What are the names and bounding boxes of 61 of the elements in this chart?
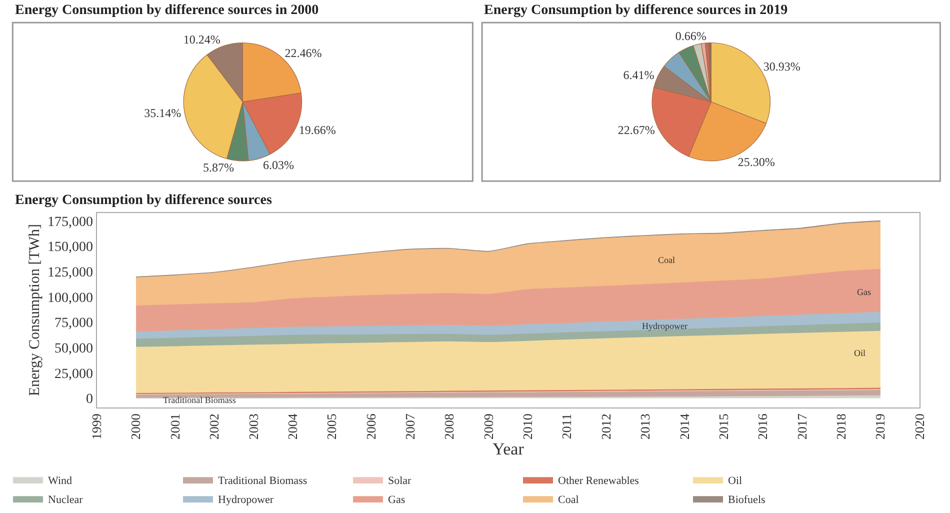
annotation: Traditional Biomass xyxy=(163,395,236,405)
chart-title: Energy Consumption by difference sources in 2019 xyxy=(484,3,788,18)
y-tick-label: 150,000 xyxy=(48,240,94,256)
annotation: Coal xyxy=(658,255,676,265)
legend-label: Hydropower xyxy=(218,494,274,506)
data-label: 22.67% xyxy=(618,122,655,137)
y-tick-label: 125,000 xyxy=(48,265,94,280)
x-tick-label: 2008 xyxy=(442,414,457,440)
legend-label: Wind xyxy=(48,474,72,487)
x-tick-label: 2011 xyxy=(559,414,574,440)
legend-label: Other Renewables xyxy=(558,474,639,487)
x-tick-label: 2006 xyxy=(363,413,378,440)
y-tick-label: 75,000 xyxy=(54,316,94,332)
x-tick-label: 2005 xyxy=(324,414,340,440)
x-tick-label: 2015 xyxy=(716,414,731,440)
x-tick-label: 2016 xyxy=(755,413,770,440)
x-tick-label: 2012 xyxy=(598,414,614,440)
y-tick-label: 50,000 xyxy=(54,342,94,357)
legend-label: Coal xyxy=(558,494,579,506)
x-tick-label: 2004 xyxy=(284,413,300,440)
x-tick-label: 2000 xyxy=(128,414,144,440)
annotation: Hydropower xyxy=(642,321,688,331)
data-label: 30.93% xyxy=(763,59,800,74)
chart-title: Energy Consumption by difference sources in 2000 xyxy=(15,3,319,18)
legend-label: Nuclear xyxy=(48,494,84,506)
x-tick-label: 2003 xyxy=(246,414,261,440)
chart-title: Energy Consumption by difference sources xyxy=(15,193,272,208)
x-tick-label: 2001 xyxy=(167,414,182,440)
legend-label: Solar xyxy=(388,474,412,487)
x-tick-label: 2020 xyxy=(912,414,927,440)
x-tick-label: 2007 xyxy=(402,413,418,440)
data-label: 25.30% xyxy=(738,155,775,170)
x-tick-label: 2014 xyxy=(676,413,692,440)
data-label: 6.41% xyxy=(623,68,654,82)
y-tick-label: 0 xyxy=(86,392,94,408)
data-label: 5.87% xyxy=(203,160,234,175)
x-tick-label: 2017 xyxy=(794,413,810,440)
x-tick-label: 1999 xyxy=(89,414,104,440)
y-tick-label: 100,000 xyxy=(48,290,94,306)
x-tick-label: 2010 xyxy=(520,414,536,440)
data-label: 19.66% xyxy=(298,123,336,138)
x-tick-label: 2013 xyxy=(638,414,653,440)
y-tick-label: 175,000 xyxy=(48,214,94,230)
x-axis-title: Year xyxy=(492,440,524,459)
legend-label: Traditional Biomass xyxy=(218,474,308,487)
x-tick-label: 2009 xyxy=(480,414,496,440)
y-tick-label: 25,000 xyxy=(54,366,94,382)
legend-label: Biofuels xyxy=(728,494,766,506)
data-label: 0.66% xyxy=(675,28,706,43)
x-tick-label: 2018 xyxy=(833,414,848,440)
legend-label: Gas xyxy=(388,494,406,506)
y-axis-title: Energy Consumption [TWh] xyxy=(26,224,43,396)
data-label: 10.24% xyxy=(183,32,220,47)
x-tick-label: 2019 xyxy=(872,414,888,440)
data-label: 6.03% xyxy=(263,158,294,172)
data-label: 35.14% xyxy=(144,106,182,120)
data-label: 22.46% xyxy=(284,46,322,60)
annotation: Oil xyxy=(854,348,866,358)
x-tick-label: 2002 xyxy=(206,414,222,440)
annotation: Gas xyxy=(857,287,872,297)
legend-label: Oil xyxy=(728,474,742,487)
